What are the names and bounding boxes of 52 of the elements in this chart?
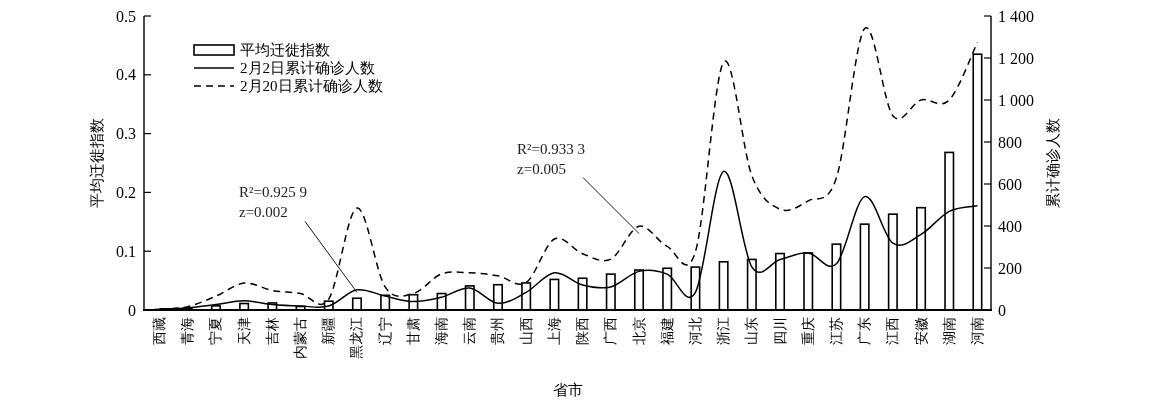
y2-tick-label: 1 400 <box>998 7 1034 25</box>
x-tick-label: 湖南 <box>941 317 957 345</box>
y-tick-label: 0.5 <box>116 7 136 25</box>
x-tick-label: 宁夏 <box>208 317 224 345</box>
y2-tick-label: 800 <box>998 133 1022 151</box>
x-tick-label: 青海 <box>180 317 196 345</box>
x-tick-label: 甘肃 <box>405 317 421 345</box>
y2-tick-label: 600 <box>998 175 1022 193</box>
x-tick-label: 贵州 <box>490 317 506 345</box>
annotation: R²=0.933 3 z=0.005 <box>517 140 585 177</box>
x-tick-label: 辽宁 <box>377 317 393 345</box>
y-tick-label: 0 <box>128 301 136 319</box>
y-tick-label: 0.4 <box>116 66 136 84</box>
y2-tick-label: 1 200 <box>998 49 1034 67</box>
x-tick-label: 云南 <box>462 317 478 345</box>
x-tick-label: 河南 <box>969 317 985 345</box>
x-tick-label: 江苏 <box>828 317 844 345</box>
x-tick-label: 黑龙江 <box>349 317 365 359</box>
legend-label: 2月2日累计确诊人数 <box>240 60 375 76</box>
x-tick-label: 浙江 <box>716 317 732 345</box>
x-tick-label: 广东 <box>857 317 873 345</box>
x-tick-label: 江西 <box>885 317 901 345</box>
x-tick-label: 海南 <box>434 317 450 345</box>
x-tick-label: 安徽 <box>913 317 929 345</box>
x-tick-label: 福建 <box>659 317 675 345</box>
x-tick-label: 北京 <box>631 317 647 345</box>
y2-tick-label: 200 <box>998 259 1022 277</box>
y-tick-label: 0.1 <box>116 242 136 260</box>
y2-tick-label: 0 <box>998 301 1006 319</box>
x-tick-label: 广西 <box>603 317 619 345</box>
y2-axis-title: 累计确诊人数 <box>1045 118 1061 208</box>
x-tick-label: 天津 <box>236 317 252 345</box>
x-tick-label: 内蒙古 <box>293 317 309 359</box>
x-tick-label: 新疆 <box>321 317 337 345</box>
x-tick-label: 重庆 <box>800 317 816 345</box>
x-tick-label: 山西 <box>518 317 534 345</box>
annotation: R²=0.925 9 z=0.002 <box>239 184 307 221</box>
x-tick-label: 陕西 <box>575 317 591 345</box>
y-tick-label: 0.2 <box>116 183 136 201</box>
legend-label: 平均迁徙指数 <box>240 42 330 58</box>
y2-tick-label: 400 <box>998 217 1022 235</box>
x-axis-title: 省市 <box>552 382 583 398</box>
y-axis-title: 平均迁徙指数 <box>89 118 105 208</box>
x-tick-label: 西藏 <box>152 317 168 345</box>
x-tick-label: 四川 <box>772 317 788 345</box>
y2-tick-label: 1 000 <box>998 91 1034 109</box>
x-tick-label: 吉林 <box>264 317 280 345</box>
x-tick-label: 山东 <box>744 317 760 345</box>
y-tick-label: 0.3 <box>116 125 136 143</box>
legend-label: 2月20日累计确诊人数 <box>240 78 383 94</box>
x-tick-label: 上海 <box>546 317 562 345</box>
x-tick-label: 河北 <box>687 317 703 345</box>
